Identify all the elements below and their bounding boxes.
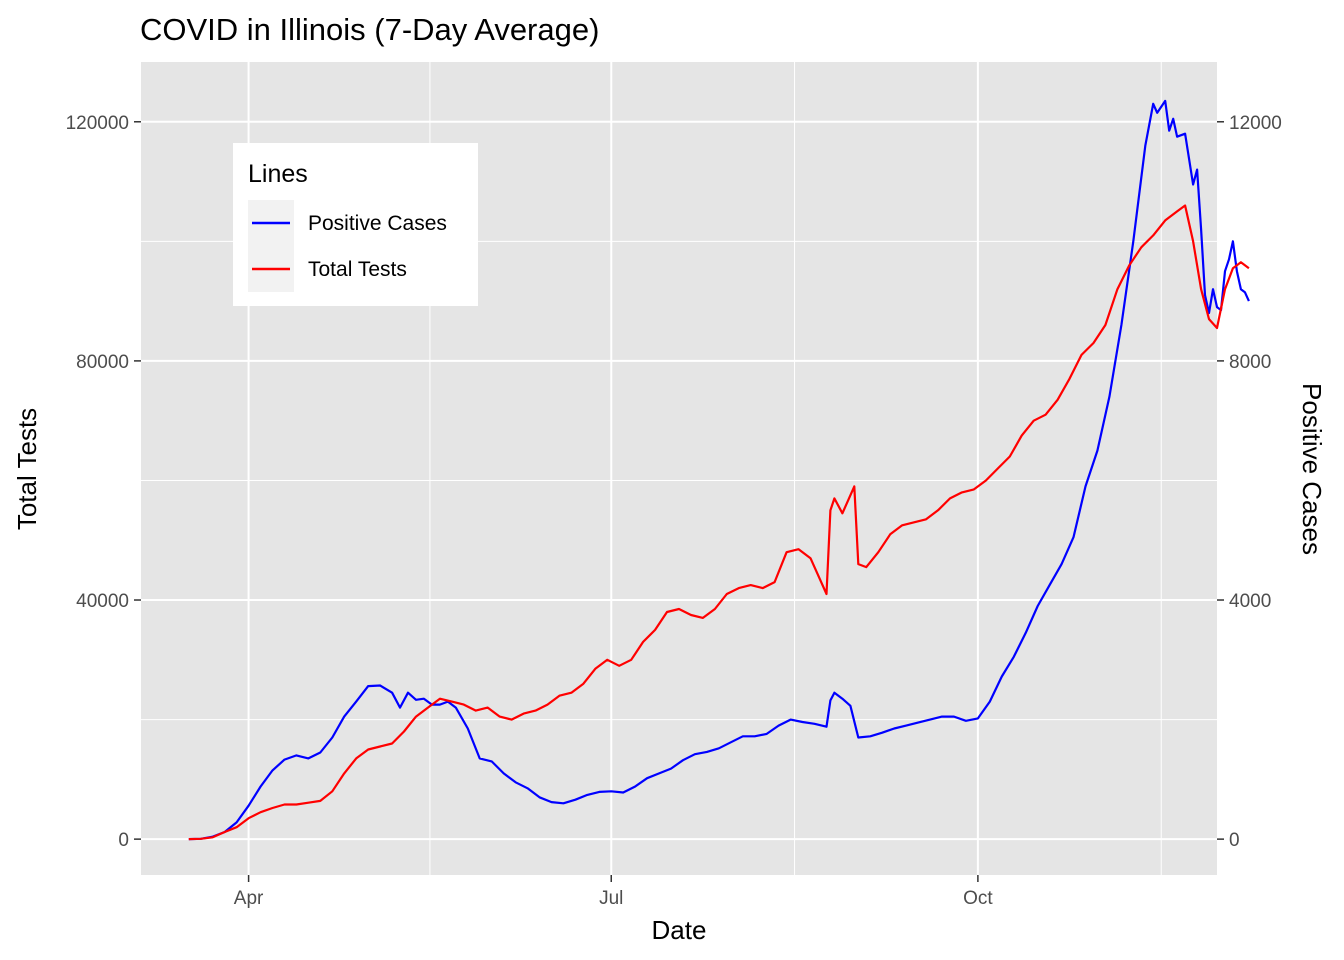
y2-tick-label: 8000 [1229,352,1271,373]
y-tick-label: 120000 [66,113,129,134]
y2-tick-label: 0 [1229,830,1240,851]
left-axis: 0 40000 80000 120000 [66,113,141,851]
y2-tick-label: 12000 [1229,113,1282,134]
x-axis: Apr Jul Oct [234,875,993,909]
series-layer [188,99,1250,841]
legend-title: Lines [248,160,308,188]
x-tick-label: Jul [599,888,623,909]
right-axis: 0 4000 8000 12000 [1217,113,1282,851]
y2-tick-label: 4000 [1229,591,1271,612]
y-axis-title: Total Tests [12,408,42,530]
legend: Lines Positive Cases Total Tests [233,143,478,306]
grid-major [141,62,1217,875]
y2-axis-title: Positive Cases [1297,383,1327,555]
y-tick-label: 80000 [76,352,129,373]
y-tick-label: 40000 [76,591,129,612]
series-line-total-tests [188,204,1250,841]
grid-minor [141,62,1217,875]
x-tick-label: Apr [234,888,264,909]
legend-label-total-tests: Total Tests [308,258,407,281]
chart-title: COVID in Illinois (7-Day Average) [140,12,599,47]
x-tick-label: Oct [963,888,993,909]
x-axis-title: Date [652,915,707,945]
legend-label-positive-cases: Positive Cases [308,212,447,235]
y-tick-label: 0 [118,830,129,851]
series-line-positive-cases [188,99,1250,841]
